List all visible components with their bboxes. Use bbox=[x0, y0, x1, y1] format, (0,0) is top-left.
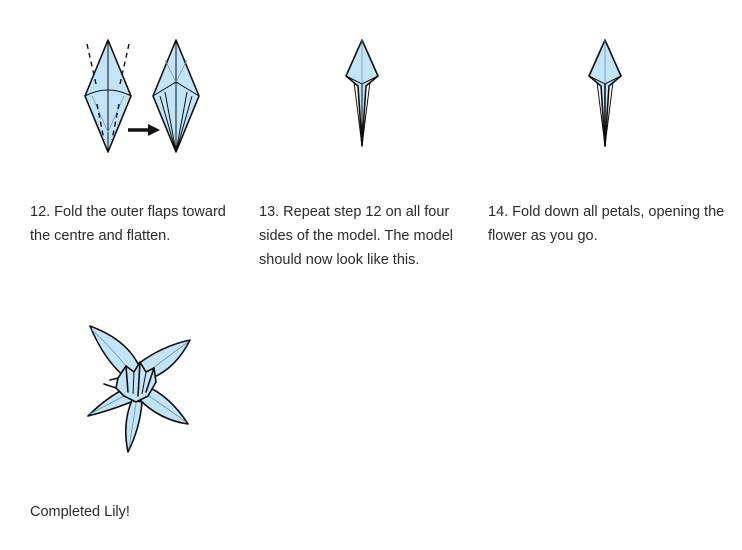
step-12: 12. Fold the outer flaps toward the cent… bbox=[0, 0, 245, 290]
narrow-kite-diagram bbox=[345, 39, 379, 147]
step-13: 13. Repeat step 12 on all four sides of … bbox=[245, 0, 475, 290]
final-caption: Completed Lily! bbox=[30, 504, 130, 520]
fold-outer-flaps-diagram bbox=[84, 39, 200, 153]
step-14: 14. Fold down all petals, opening the fl… bbox=[475, 0, 742, 290]
lily-flower-diagram bbox=[87, 325, 191, 453]
diamond-before-fold-icon bbox=[84, 39, 132, 153]
diamond-after-fold-icon bbox=[152, 39, 200, 153]
step-caption: 13. Repeat step 12 on all four sides of … bbox=[259, 204, 453, 268]
arrow-right-icon bbox=[128, 124, 160, 136]
step-caption: 14. Fold down all petals, opening the fl… bbox=[488, 204, 725, 244]
completed-lily: Completed Lily! bbox=[0, 290, 300, 550]
narrow-kite-diagram bbox=[588, 39, 622, 147]
step-caption: 12. Fold the outer flaps toward the cent… bbox=[30, 204, 226, 244]
